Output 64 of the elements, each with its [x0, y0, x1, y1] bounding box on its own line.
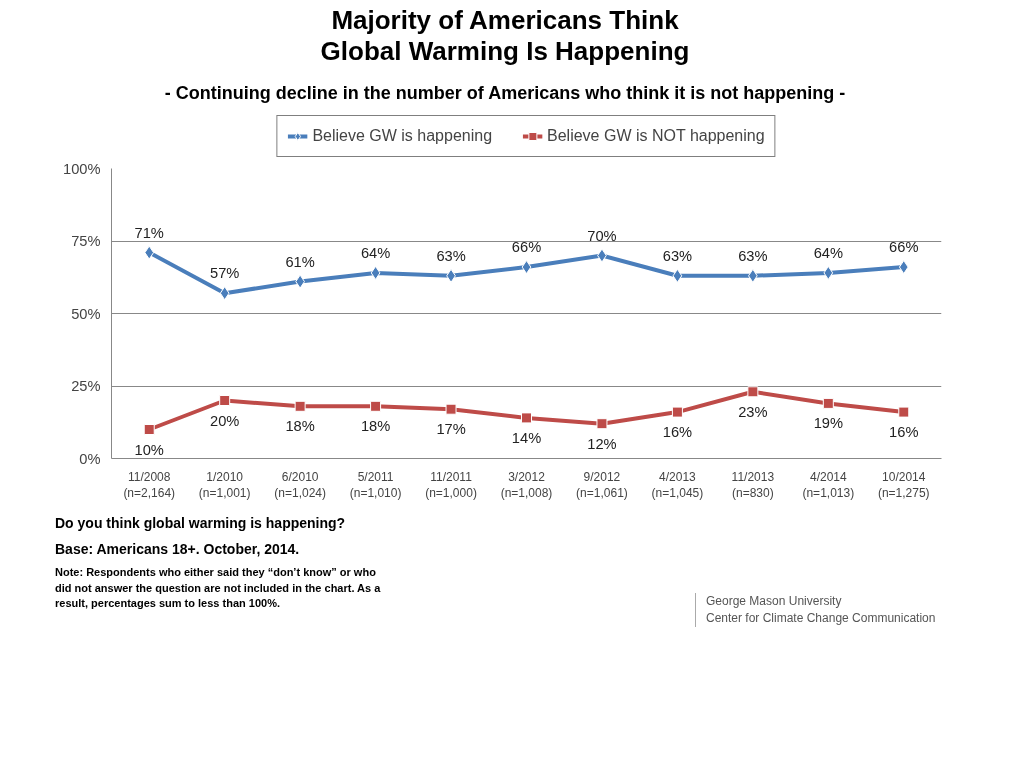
- y-tick-label: 100%: [63, 160, 101, 177]
- point: [596, 418, 608, 430]
- x-tick-label: 10/2014 (n=1,275): [877, 469, 930, 501]
- data-label: 64%: [813, 244, 843, 261]
- x-tick-label: 11/2008 (n=2,164): [123, 469, 176, 501]
- text: George Mason University Center for Climate Change Communication: [695, 593, 936, 628]
- x-tick-label: 5/2011 (n=1,010): [349, 469, 402, 501]
- x-tick-label: 9/2012 (n=1,061): [576, 469, 628, 501]
- point: [144, 245, 155, 260]
- x-tick-label: 11/2011 (n=1,000): [425, 469, 477, 501]
- point: [671, 406, 683, 418]
- data-label: 63%: [738, 247, 768, 264]
- text: Do you think global warming is happening?: [55, 514, 347, 533]
- data-label: 64%: [360, 244, 391, 261]
- data-label: 18%: [360, 418, 391, 435]
- data-label: 12%: [587, 435, 617, 452]
- x-tick-label: 4/2013 (n=1,045): [651, 469, 704, 501]
- data-label: 66%: [511, 239, 542, 256]
- point: [370, 400, 382, 412]
- data-label: 20%: [210, 412, 240, 429]
- y-tick-label: 75%: [71, 233, 101, 249]
- data-label: 23%: [738, 403, 768, 420]
- legend-label: Believe GW is NOT happening: [547, 127, 765, 145]
- data-label: 71%: [134, 224, 164, 241]
- data-label: 17%: [436, 421, 466, 438]
- chart-subtitle: - Continuing decline in the number of Americans who think it is not happening -: [163, 82, 847, 105]
- point: [823, 265, 834, 280]
- data-label: 16%: [662, 424, 693, 441]
- point: [370, 265, 381, 280]
- x-tick-label: 11/2013 (n=830): [731, 469, 775, 501]
- x-tick-label: 3/2012 (n=1,008): [500, 469, 553, 501]
- data-label: 19%: [813, 415, 843, 432]
- data-label: 14%: [511, 429, 542, 446]
- data-label: 10%: [134, 441, 164, 458]
- point: [219, 395, 231, 406]
- text: Base: Americans 18+. October, 2014.: [55, 540, 301, 559]
- point: [445, 403, 457, 415]
- x-tick-label: 1/2010 (n=1,001): [198, 469, 251, 501]
- point: [143, 424, 155, 435]
- point: [521, 260, 532, 275]
- chart-title: Majority of Americans Think Global Warming Is Happening: [319, 5, 691, 68]
- point: [294, 400, 306, 412]
- text: Note: Respondents who either said they “don’t know” or who did not answer the question are not included in the chart. As a result, percentages sum to less than 100%.: [55, 565, 382, 612]
- x-tick-label: 6/2010 (n=1,024): [274, 469, 326, 501]
- point: [219, 286, 230, 301]
- data-label: 18%: [285, 418, 315, 435]
- y-tick-label: 50%: [71, 305, 101, 322]
- data-label: 57%: [210, 265, 240, 282]
- point: [672, 268, 683, 283]
- data-label: 16%: [889, 424, 919, 441]
- y-tick-label: 0%: [79, 450, 101, 467]
- point: [898, 260, 909, 275]
- y-tick-label: 25%: [71, 378, 101, 394]
- data-label: 61%: [285, 253, 315, 270]
- data-label: 63%: [662, 247, 693, 264]
- x-tick-label: 4/2014 (n=1,013): [802, 469, 855, 501]
- point: [521, 412, 532, 424]
- legend-label: Believe GW is happening: [312, 127, 493, 145]
- data-label: 66%: [889, 239, 919, 256]
- point: [822, 397, 834, 409]
- data-label: 70%: [587, 227, 617, 244]
- point: [898, 406, 910, 418]
- point: [747, 386, 759, 398]
- data-label: 63%: [436, 247, 466, 264]
